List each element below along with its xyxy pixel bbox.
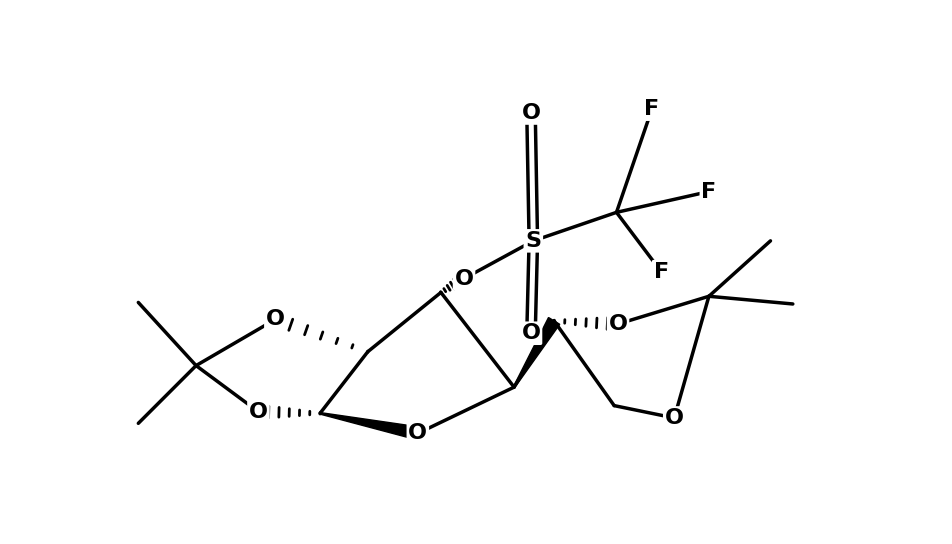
Text: F: F [654, 262, 668, 282]
Text: O: O [522, 323, 541, 343]
Text: F: F [702, 182, 717, 202]
Polygon shape [320, 412, 419, 440]
Text: O: O [608, 314, 627, 334]
Polygon shape [513, 318, 560, 387]
Text: O: O [522, 103, 541, 123]
Text: O: O [248, 402, 268, 422]
Text: O: O [664, 408, 684, 428]
Text: F: F [645, 99, 660, 119]
Text: S: S [526, 231, 542, 251]
Text: O: O [408, 423, 427, 443]
Text: O: O [266, 310, 285, 329]
Text: O: O [454, 269, 473, 288]
